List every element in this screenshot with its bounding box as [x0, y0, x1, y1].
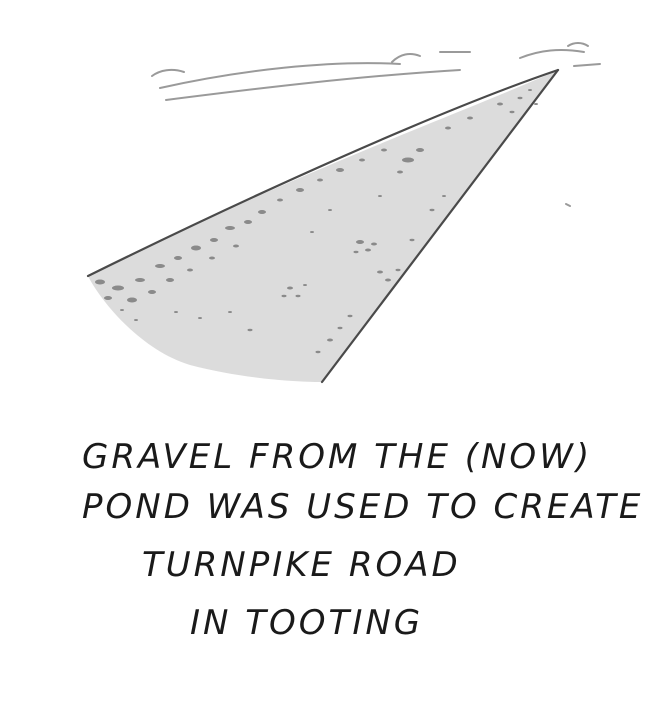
road-right-edge [320, 68, 560, 384]
caption: GRAVEL FROM THE (NOW) POND WAS USED TO C… [82, 437, 643, 643]
caption-line-3: TURNPIKE ROAD [142, 545, 461, 585]
road-left-edge [86, 68, 560, 278]
caption-line-1: GRAVEL FROM THE (NOW) [82, 437, 592, 477]
road-surface [88, 70, 558, 382]
caption-line-2: POND WAS USED TO CREATE [82, 487, 643, 527]
caption-line-4: IN TOOTING [190, 603, 423, 643]
road [86, 68, 560, 384]
horizon-clouds [151, 42, 601, 207]
gravel-texture [95, 89, 538, 354]
